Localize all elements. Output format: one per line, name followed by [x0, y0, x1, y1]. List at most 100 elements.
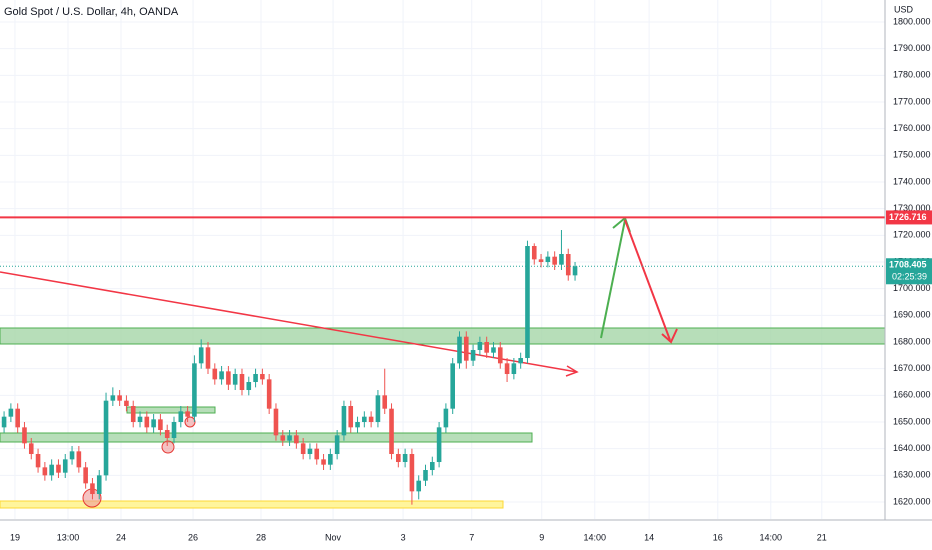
- candle-body: [35, 454, 41, 468]
- candle-body: [348, 406, 354, 428]
- candle-body: [280, 435, 286, 441]
- candle-body: [525, 246, 530, 359]
- candle-body: [470, 350, 476, 361]
- candle-body: [389, 408, 394, 455]
- candle-body: [552, 256, 557, 265]
- y-tick-label: 1660.000: [893, 390, 931, 400]
- candle-body: [232, 374, 238, 385]
- x-tick-label: 13:00: [57, 532, 80, 542]
- x-tick-label: 14: [644, 532, 654, 542]
- candle-body: [219, 371, 224, 380]
- candle-body: [368, 416, 374, 423]
- candle-body: [198, 347, 204, 364]
- x-tick-label: 9: [539, 532, 544, 542]
- candle-body: [511, 363, 517, 375]
- x-tick-label: 28: [256, 532, 266, 542]
- labels: 1620.000 1630.000 1640.000 1650.000 1660.000…: [10, 16, 932, 542]
- candle-body: [266, 379, 272, 409]
- candle-body: [341, 406, 347, 436]
- candle-body: [423, 470, 428, 481]
- countdown: 02:25:39: [892, 272, 927, 282]
- x-tick-label: 14:00: [760, 532, 783, 542]
- y-tick-label: 1760.000: [893, 123, 931, 133]
- candle-body: [402, 454, 408, 463]
- candle-body: [130, 406, 136, 423]
- candle-body: [504, 363, 510, 375]
- candle-body: [1, 416, 7, 428]
- candle-body: [572, 266, 578, 276]
- candle-body: [450, 363, 455, 409]
- candle-body: [158, 419, 163, 431]
- y-tick-label: 1750.000: [893, 150, 931, 160]
- candle-body: [362, 416, 367, 423]
- price-label: 1726.716: [889, 212, 927, 222]
- y-tick-label: 1720.000: [893, 230, 931, 240]
- candle-body: [49, 464, 54, 476]
- candle-body: [15, 408, 20, 428]
- y-tick-label: 1670.000: [893, 363, 931, 373]
- y-tick-label: 1790.000: [893, 43, 931, 53]
- candle-body: [565, 254, 571, 276]
- candle-body: [96, 475, 102, 495]
- x-tick-label: 3: [401, 532, 406, 542]
- candle-body: [396, 454, 401, 463]
- chart-title: Gold Spot / U.S. Dollar, 4h, OANDA: [4, 6, 179, 18]
- candle-body: [409, 454, 415, 492]
- y-tick-label: 1640.000: [893, 443, 931, 453]
- candle-body: [355, 422, 360, 428]
- candle-body: [443, 408, 449, 428]
- candle-body: [212, 368, 218, 380]
- y-tick-label: 1780.000: [893, 70, 931, 80]
- y-tick-label: 1770.000: [893, 96, 931, 106]
- x-tick-label: 14:00: [583, 532, 606, 542]
- candle-body: [117, 395, 122, 401]
- candle-body: [545, 256, 551, 263]
- candle-body: [457, 336, 462, 364]
- candle-body: [144, 416, 150, 428]
- marker: [161, 440, 175, 454]
- candle-body: [124, 400, 129, 407]
- candle-body: [430, 462, 435, 471]
- candle-body: [375, 395, 381, 423]
- candle-body: [497, 347, 503, 364]
- candle-body: [531, 246, 537, 260]
- candle-body: [382, 395, 388, 409]
- candle-body: [491, 347, 496, 353]
- price-label: 1708.405: [889, 260, 927, 270]
- candle-body: [477, 342, 483, 351]
- y-tick-label: 1650.000: [893, 416, 931, 426]
- candles: [0, 216, 885, 505]
- candle-body: [300, 443, 306, 455]
- x-tick-label: 26: [188, 532, 198, 542]
- candle-body: [294, 435, 299, 444]
- candle-body: [253, 374, 258, 383]
- arrow: [624, 219, 671, 341]
- zone: [0, 327, 886, 345]
- candle-body: [90, 483, 95, 495]
- candle-body: [28, 443, 34, 455]
- drawings: [0, 216, 886, 509]
- candle-body: [239, 374, 245, 391]
- arrow-head: [661, 328, 678, 344]
- x-tick-label: 24: [116, 532, 126, 542]
- y-tick-label: 1620.000: [893, 496, 931, 506]
- candle-body: [307, 448, 313, 455]
- x-tick-label: 19: [10, 532, 20, 542]
- arrow-head: [565, 365, 579, 377]
- arrow: [600, 219, 626, 339]
- candle-body: [110, 395, 116, 401]
- candle-body: [164, 430, 170, 439]
- candle-body: [42, 467, 48, 476]
- y-tick-label: 1690.000: [893, 310, 931, 320]
- candle-body: [559, 254, 564, 265]
- candle-body: [205, 347, 211, 369]
- candle-body: [192, 363, 197, 417]
- x-tick-label: 7: [469, 532, 474, 542]
- candle-body: [103, 400, 109, 476]
- candle-body: [436, 427, 442, 463]
- candle-body: [334, 435, 340, 455]
- candle-body: [137, 416, 143, 423]
- zone: [126, 406, 216, 414]
- candle-body: [484, 342, 489, 353]
